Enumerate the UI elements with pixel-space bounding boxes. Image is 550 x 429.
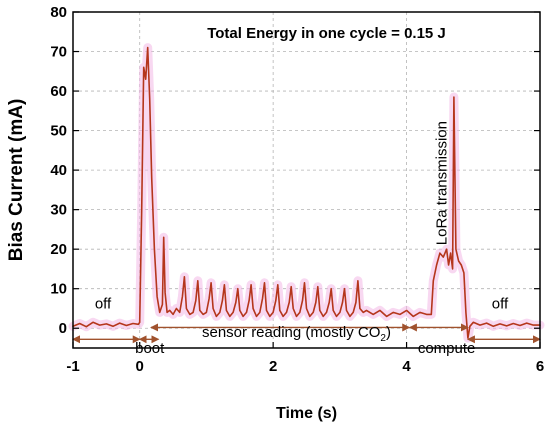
y-tick-label: 70: [50, 44, 67, 61]
y-tick-label: 30: [50, 202, 67, 219]
y-tick-label: 0: [59, 320, 67, 337]
data-line-layer: [72, 46, 541, 339]
y-tick-label: 50: [50, 123, 67, 140]
x-tick-label: 6: [536, 358, 544, 375]
x-axis-title: Time (s): [276, 405, 337, 422]
y-axis-title: Bias Current (mA): [6, 99, 27, 262]
y-tick-label: 10: [50, 281, 67, 298]
annotations: off off LoRa transmission sensor reading (m…: [95, 121, 509, 357]
annotation-label: off: [492, 295, 509, 312]
y-tick-label: 20: [50, 241, 67, 258]
annotation-label: sensor reading (mostly CO2): [202, 324, 391, 344]
y-tick-label: 40: [50, 162, 67, 179]
x-tick-label: 0: [136, 358, 144, 375]
y-tick-label: 60: [50, 83, 67, 100]
y-tick-label: 80: [50, 4, 67, 21]
series-line-0: [72, 46, 541, 339]
axis-ticks: 0 10 20 30 40 50 60 70 80 -1 0 2 4 6: [50, 4, 544, 375]
annotation-label: compute: [418, 340, 476, 357]
plot-frame: [72, 11, 541, 349]
annotation-label: LoRa transmission: [434, 121, 451, 245]
x-tick-label: -1: [66, 358, 79, 375]
phase-arrows: [72, 323, 541, 344]
annotation-label: boot: [135, 340, 165, 357]
annotation-label: off: [95, 295, 112, 312]
x-tick-label: 4: [402, 358, 411, 375]
x-tick-label: 2: [269, 358, 277, 375]
chart-title: Total Energy in one cycle = 0.15 J: [207, 25, 446, 42]
